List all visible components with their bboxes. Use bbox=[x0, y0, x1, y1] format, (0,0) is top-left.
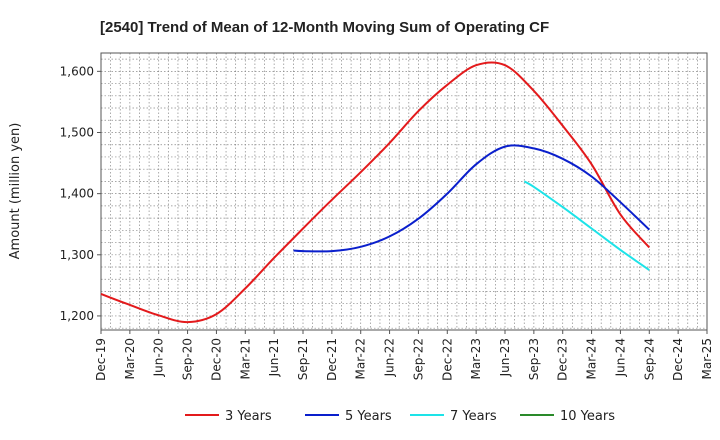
x-tick-label: Dec-19 bbox=[94, 338, 108, 381]
series-line-5-years bbox=[293, 144, 650, 253]
x-tick-label: Sep-24 bbox=[642, 338, 656, 380]
y-axis-label: Amount (million yen) bbox=[8, 123, 23, 260]
x-tick-label: Jun-24 bbox=[613, 338, 627, 377]
x-tick-label: Mar-22 bbox=[354, 338, 368, 379]
y-tick-label: 1,500 bbox=[60, 125, 94, 139]
x-tick-label: Jun-23 bbox=[498, 338, 512, 377]
x-tick-label: Mar-24 bbox=[585, 338, 599, 379]
x-tick-label: Dec-23 bbox=[556, 338, 570, 381]
series-lines bbox=[100, 61, 651, 324]
x-tick-label: Sep-21 bbox=[296, 338, 310, 380]
series-line-3-years bbox=[100, 61, 651, 324]
chart-title: [2540] Trend of Mean of 12-Month Moving … bbox=[100, 19, 549, 36]
x-tick-label: Dec-21 bbox=[325, 338, 339, 381]
x-tick-label: Sep-20 bbox=[181, 338, 195, 380]
x-tick-label: Jun-21 bbox=[267, 338, 281, 377]
plot-frame bbox=[100, 52, 708, 331]
x-tick-label: Mar-23 bbox=[469, 338, 483, 379]
x-axis: Dec-19 Mar-20 Jun-20 Sep-20 Dec-20 Mar-21 Jun-… bbox=[94, 330, 714, 381]
x-tick-label: Mar-20 bbox=[123, 338, 137, 379]
x-tick-label: Dec-24 bbox=[671, 338, 685, 381]
x-tick-label: Sep-23 bbox=[527, 338, 541, 380]
legend-label-3-years: 3 Years bbox=[225, 409, 272, 424]
grid bbox=[101, 53, 707, 330]
y-tick-label: 1,600 bbox=[60, 64, 94, 78]
legend: 3 Years 5 Years 7 Years 10 Years bbox=[185, 409, 615, 424]
y-axis: 1,200 1,300 1,400 1,500 1,600 bbox=[60, 64, 101, 323]
x-tick-label: Dec-20 bbox=[209, 338, 223, 381]
x-tick-label: Mar-25 bbox=[700, 338, 714, 379]
series-line-7-years bbox=[523, 180, 650, 271]
x-tick-label: Mar-21 bbox=[238, 338, 252, 379]
legend-label-7-years: 7 Years bbox=[450, 409, 497, 424]
y-tick-label: 1,400 bbox=[60, 187, 94, 201]
y-tick-label: 1,200 bbox=[60, 309, 94, 323]
x-tick-label: Dec-22 bbox=[440, 338, 454, 381]
x-tick-label: Jun-22 bbox=[383, 338, 397, 377]
y-tick-label: 1,300 bbox=[60, 248, 94, 262]
x-tick-label: Jun-20 bbox=[152, 338, 166, 377]
legend-label-10-years: 10 Years bbox=[560, 409, 615, 424]
legend-label-5-years: 5 Years bbox=[345, 409, 392, 424]
x-tick-label: Sep-22 bbox=[411, 338, 425, 380]
